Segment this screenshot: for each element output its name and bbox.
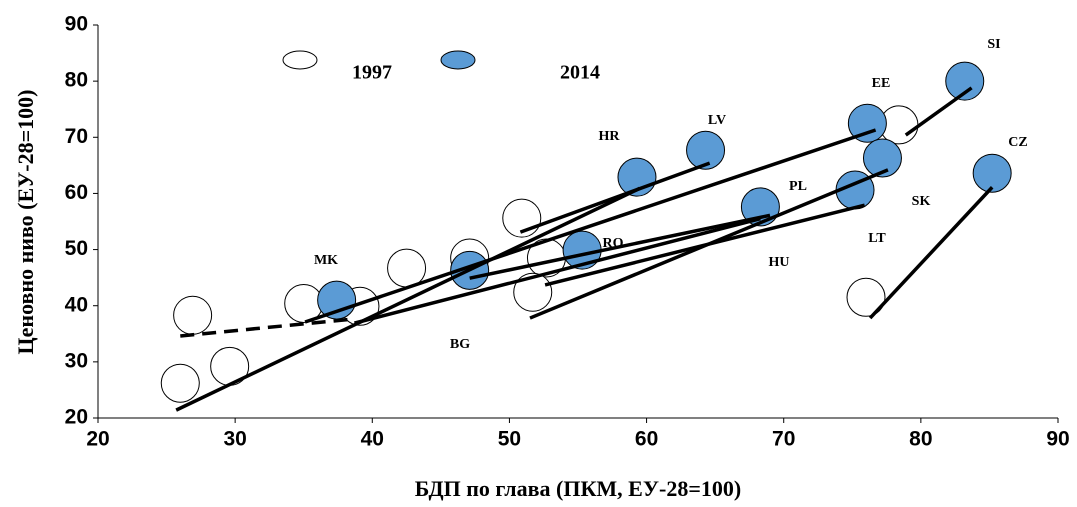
point xyxy=(862,138,902,178)
y-tick-label: 50 xyxy=(65,237,88,260)
x-tick-label: 40 xyxy=(361,428,384,451)
trend-line xyxy=(175,186,641,412)
legend-label: 1997 xyxy=(352,62,392,84)
y-tick-label: 20 xyxy=(65,406,88,429)
x-tick-label: 90 xyxy=(1046,428,1069,451)
point xyxy=(847,103,887,143)
point xyxy=(846,277,886,317)
point xyxy=(513,272,553,312)
y-tick-label: 30 xyxy=(65,349,88,372)
country-label: LT xyxy=(868,231,886,246)
point xyxy=(686,130,726,170)
country-label: LV xyxy=(708,113,726,128)
trend-line xyxy=(904,86,973,137)
y-tick-label: 40 xyxy=(65,293,88,316)
point xyxy=(317,280,357,320)
x-tick-label: 20 xyxy=(86,428,109,451)
point xyxy=(387,248,427,288)
trend-line xyxy=(868,186,994,320)
x-axis-title: БДП по глава (ПКМ, ЕУ-28=100) xyxy=(415,476,741,501)
x-tick-label: 50 xyxy=(498,428,521,451)
trend-line xyxy=(354,216,761,325)
x-tick-label: 30 xyxy=(223,428,246,451)
y-axis-title: Ценовно ниво (ЕУ-28=100) xyxy=(13,90,38,355)
country-label: SK xyxy=(912,194,931,209)
country-label: RO xyxy=(603,236,624,251)
point xyxy=(173,295,213,335)
legend-label: 2014 xyxy=(560,62,600,84)
y-tick-label: 60 xyxy=(65,181,88,204)
trend-line xyxy=(544,203,866,287)
y-tick-label: 80 xyxy=(65,69,88,92)
trend-line xyxy=(180,317,352,338)
x-tick-label: 80 xyxy=(909,428,932,451)
country-label: MK xyxy=(314,253,338,268)
point xyxy=(972,153,1012,193)
point xyxy=(945,61,985,101)
point xyxy=(160,363,200,403)
trend-line xyxy=(304,128,877,324)
country-label: HU xyxy=(769,255,790,270)
y-tick-label: 70 xyxy=(65,125,88,148)
country-label: PL xyxy=(789,179,807,194)
country-label: BG xyxy=(450,337,470,352)
x-tick-label: 60 xyxy=(635,428,658,451)
country-label: HR xyxy=(599,129,621,144)
trend-line xyxy=(469,213,771,280)
country-label: EE xyxy=(872,76,891,91)
x-tick-label: 70 xyxy=(772,428,795,451)
legend-marker xyxy=(282,50,318,70)
trend-line xyxy=(519,161,711,234)
y-tick-label: 90 xyxy=(65,13,88,36)
country-label: SI xyxy=(987,37,1000,52)
legend-marker xyxy=(440,50,476,70)
country-label: CZ xyxy=(1008,135,1027,150)
